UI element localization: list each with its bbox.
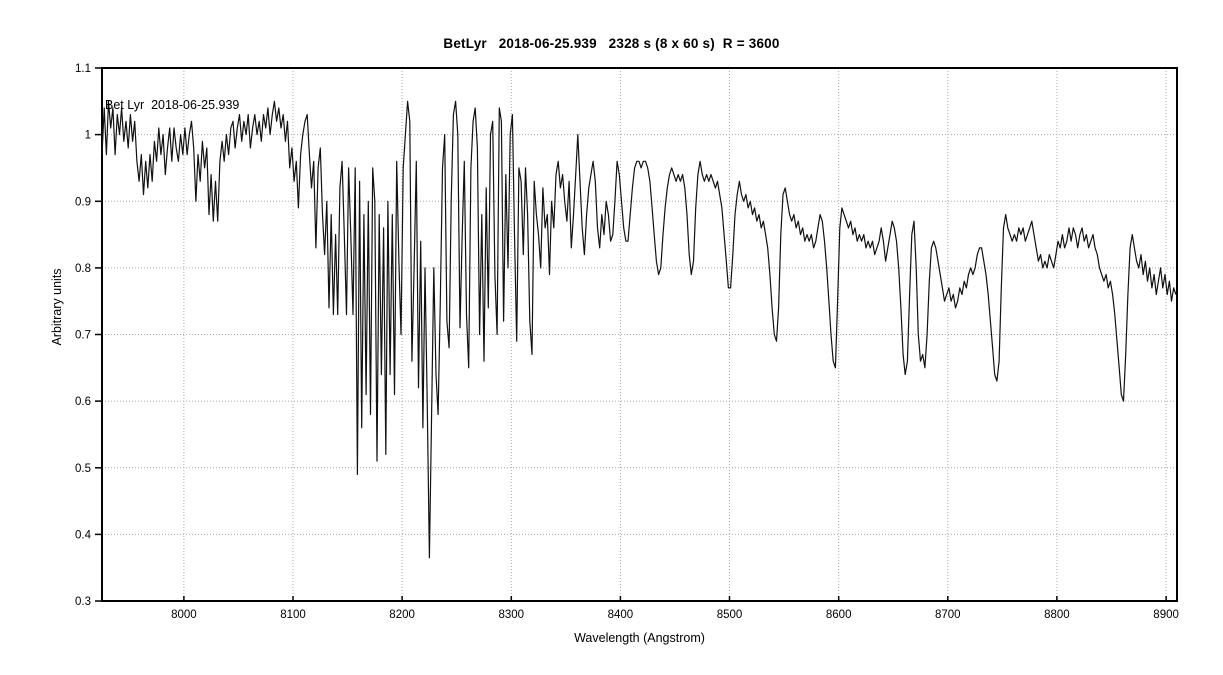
y-tick-label: 0.7 (75, 330, 91, 342)
y-tick-label: 0.8 (75, 263, 91, 275)
y-tick-label: 0.3 (75, 596, 91, 608)
series-annotation: Bet Lyr 2018-06-25.939 (105, 98, 240, 112)
chart-title: BetLyr 2018-06-25.939 2328 s (8 x 60 s) … (443, 36, 780, 51)
y-tick-label: 0.4 (75, 529, 92, 541)
x-tick-label: 8700 (935, 609, 961, 621)
x-tick-label: 8800 (1044, 609, 1070, 621)
x-tick-label: 8100 (280, 609, 306, 621)
x-tick-label: 8200 (389, 609, 415, 621)
y-tick-label: 0.6 (75, 396, 91, 408)
x-tick-label: 8300 (499, 609, 525, 621)
x-tick-label: 8900 (1153, 609, 1179, 621)
y-tick-label: 1.1 (75, 63, 91, 75)
y-tick-label: 0.9 (75, 196, 91, 208)
x-tick-label: 8500 (717, 609, 743, 621)
y-tick-label: 1 (85, 130, 91, 142)
y-tick-label: 0.5 (75, 463, 91, 475)
x-tick-label: 8600 (826, 609, 852, 621)
spectrum-line (101, 100, 1177, 559)
x-axis-label: Wavelength (Angstrom) (574, 631, 705, 645)
x-tick-label: 8000 (171, 609, 197, 621)
x-tick-label: 8400 (608, 609, 634, 621)
y-axis-label: Arbitrary units (50, 268, 64, 346)
plot-frame (101, 67, 1178, 602)
